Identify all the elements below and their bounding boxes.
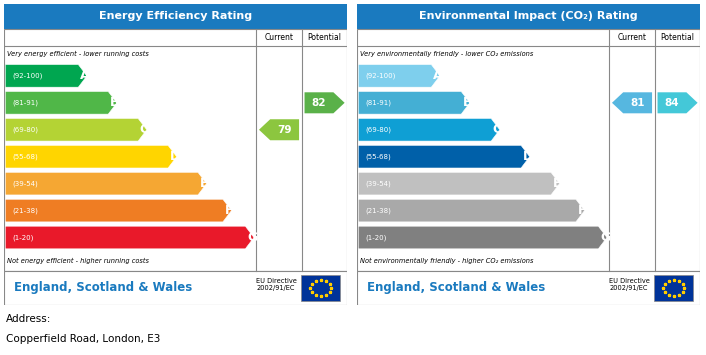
Bar [654,275,693,301]
Text: 81: 81 [630,98,645,108]
Text: Not environmentally friendly - higher CO₂ emissions: Not environmentally friendly - higher CO… [360,258,534,264]
Text: (69-80): (69-80) [12,126,38,133]
Polygon shape [5,119,147,141]
Text: Current: Current [618,33,647,42]
Text: Very energy efficient - lower running costs: Very energy efficient - lower running co… [7,51,149,57]
Text: (81-91): (81-91) [12,99,38,106]
Text: EU Directive
2002/91/EC: EU Directive 2002/91/EC [609,278,650,291]
Polygon shape [358,172,560,195]
Polygon shape [358,92,469,114]
Polygon shape [5,226,254,249]
Text: Very environmentally friendly - lower CO₂ emissions: Very environmentally friendly - lower CO… [360,51,533,57]
Text: 79: 79 [277,125,292,135]
Text: (69-80): (69-80) [365,126,391,133]
Text: Copperfield Road, London, E3: Copperfield Road, London, E3 [6,334,160,344]
Text: E: E [553,177,561,190]
Text: Potential: Potential [661,33,695,42]
Text: Current: Current [265,33,294,42]
Text: Energy Efficiency Rating: Energy Efficiency Rating [99,11,252,21]
Text: (92-100): (92-100) [365,73,395,79]
Text: B: B [463,96,472,109]
Bar [4,271,347,305]
Text: A: A [433,69,443,82]
Bar [4,29,347,271]
Polygon shape [5,146,176,168]
Polygon shape [612,92,652,113]
Polygon shape [358,65,440,87]
Polygon shape [5,172,207,195]
Text: (92-100): (92-100) [12,73,42,79]
Text: Environmental Impact (CO₂) Rating: Environmental Impact (CO₂) Rating [419,11,638,21]
Text: D: D [522,150,533,163]
Text: 84: 84 [664,98,679,108]
Polygon shape [5,65,87,87]
Text: C: C [493,123,502,136]
Text: B: B [110,96,119,109]
Text: Not energy efficient - higher running costs: Not energy efficient - higher running co… [7,258,149,264]
Polygon shape [304,92,345,113]
Polygon shape [5,92,116,114]
Text: (21-38): (21-38) [365,207,391,214]
Bar [357,271,700,305]
Polygon shape [657,92,698,113]
Text: E: E [200,177,208,190]
Polygon shape [358,146,530,168]
Text: Potential: Potential [308,33,342,42]
Text: EU Directive
2002/91/EC: EU Directive 2002/91/EC [256,278,297,291]
Text: 82: 82 [312,98,326,108]
Polygon shape [5,199,232,222]
Text: (1-20): (1-20) [365,234,386,241]
Text: (39-54): (39-54) [12,180,38,187]
Text: (21-38): (21-38) [12,207,38,214]
Polygon shape [358,199,585,222]
Text: England, Scotland & Wales: England, Scotland & Wales [367,282,545,294]
Text: A: A [80,69,90,82]
Text: (1-20): (1-20) [12,234,33,241]
Polygon shape [259,119,299,140]
Bar [4,4,347,29]
Polygon shape [358,119,500,141]
Text: Address:: Address: [6,314,51,324]
Text: D: D [169,150,180,163]
Text: C: C [140,123,149,136]
Text: G: G [247,231,257,244]
Text: F: F [578,204,586,217]
Text: F: F [225,204,233,217]
Polygon shape [358,226,607,249]
Text: (55-68): (55-68) [365,153,391,160]
Bar [301,275,340,301]
Text: (55-68): (55-68) [12,153,38,160]
Text: England, Scotland & Wales: England, Scotland & Wales [14,282,192,294]
Text: G: G [600,231,610,244]
Bar [357,4,700,29]
Text: (81-91): (81-91) [365,99,391,106]
Text: (39-54): (39-54) [365,180,391,187]
Bar [357,29,700,271]
